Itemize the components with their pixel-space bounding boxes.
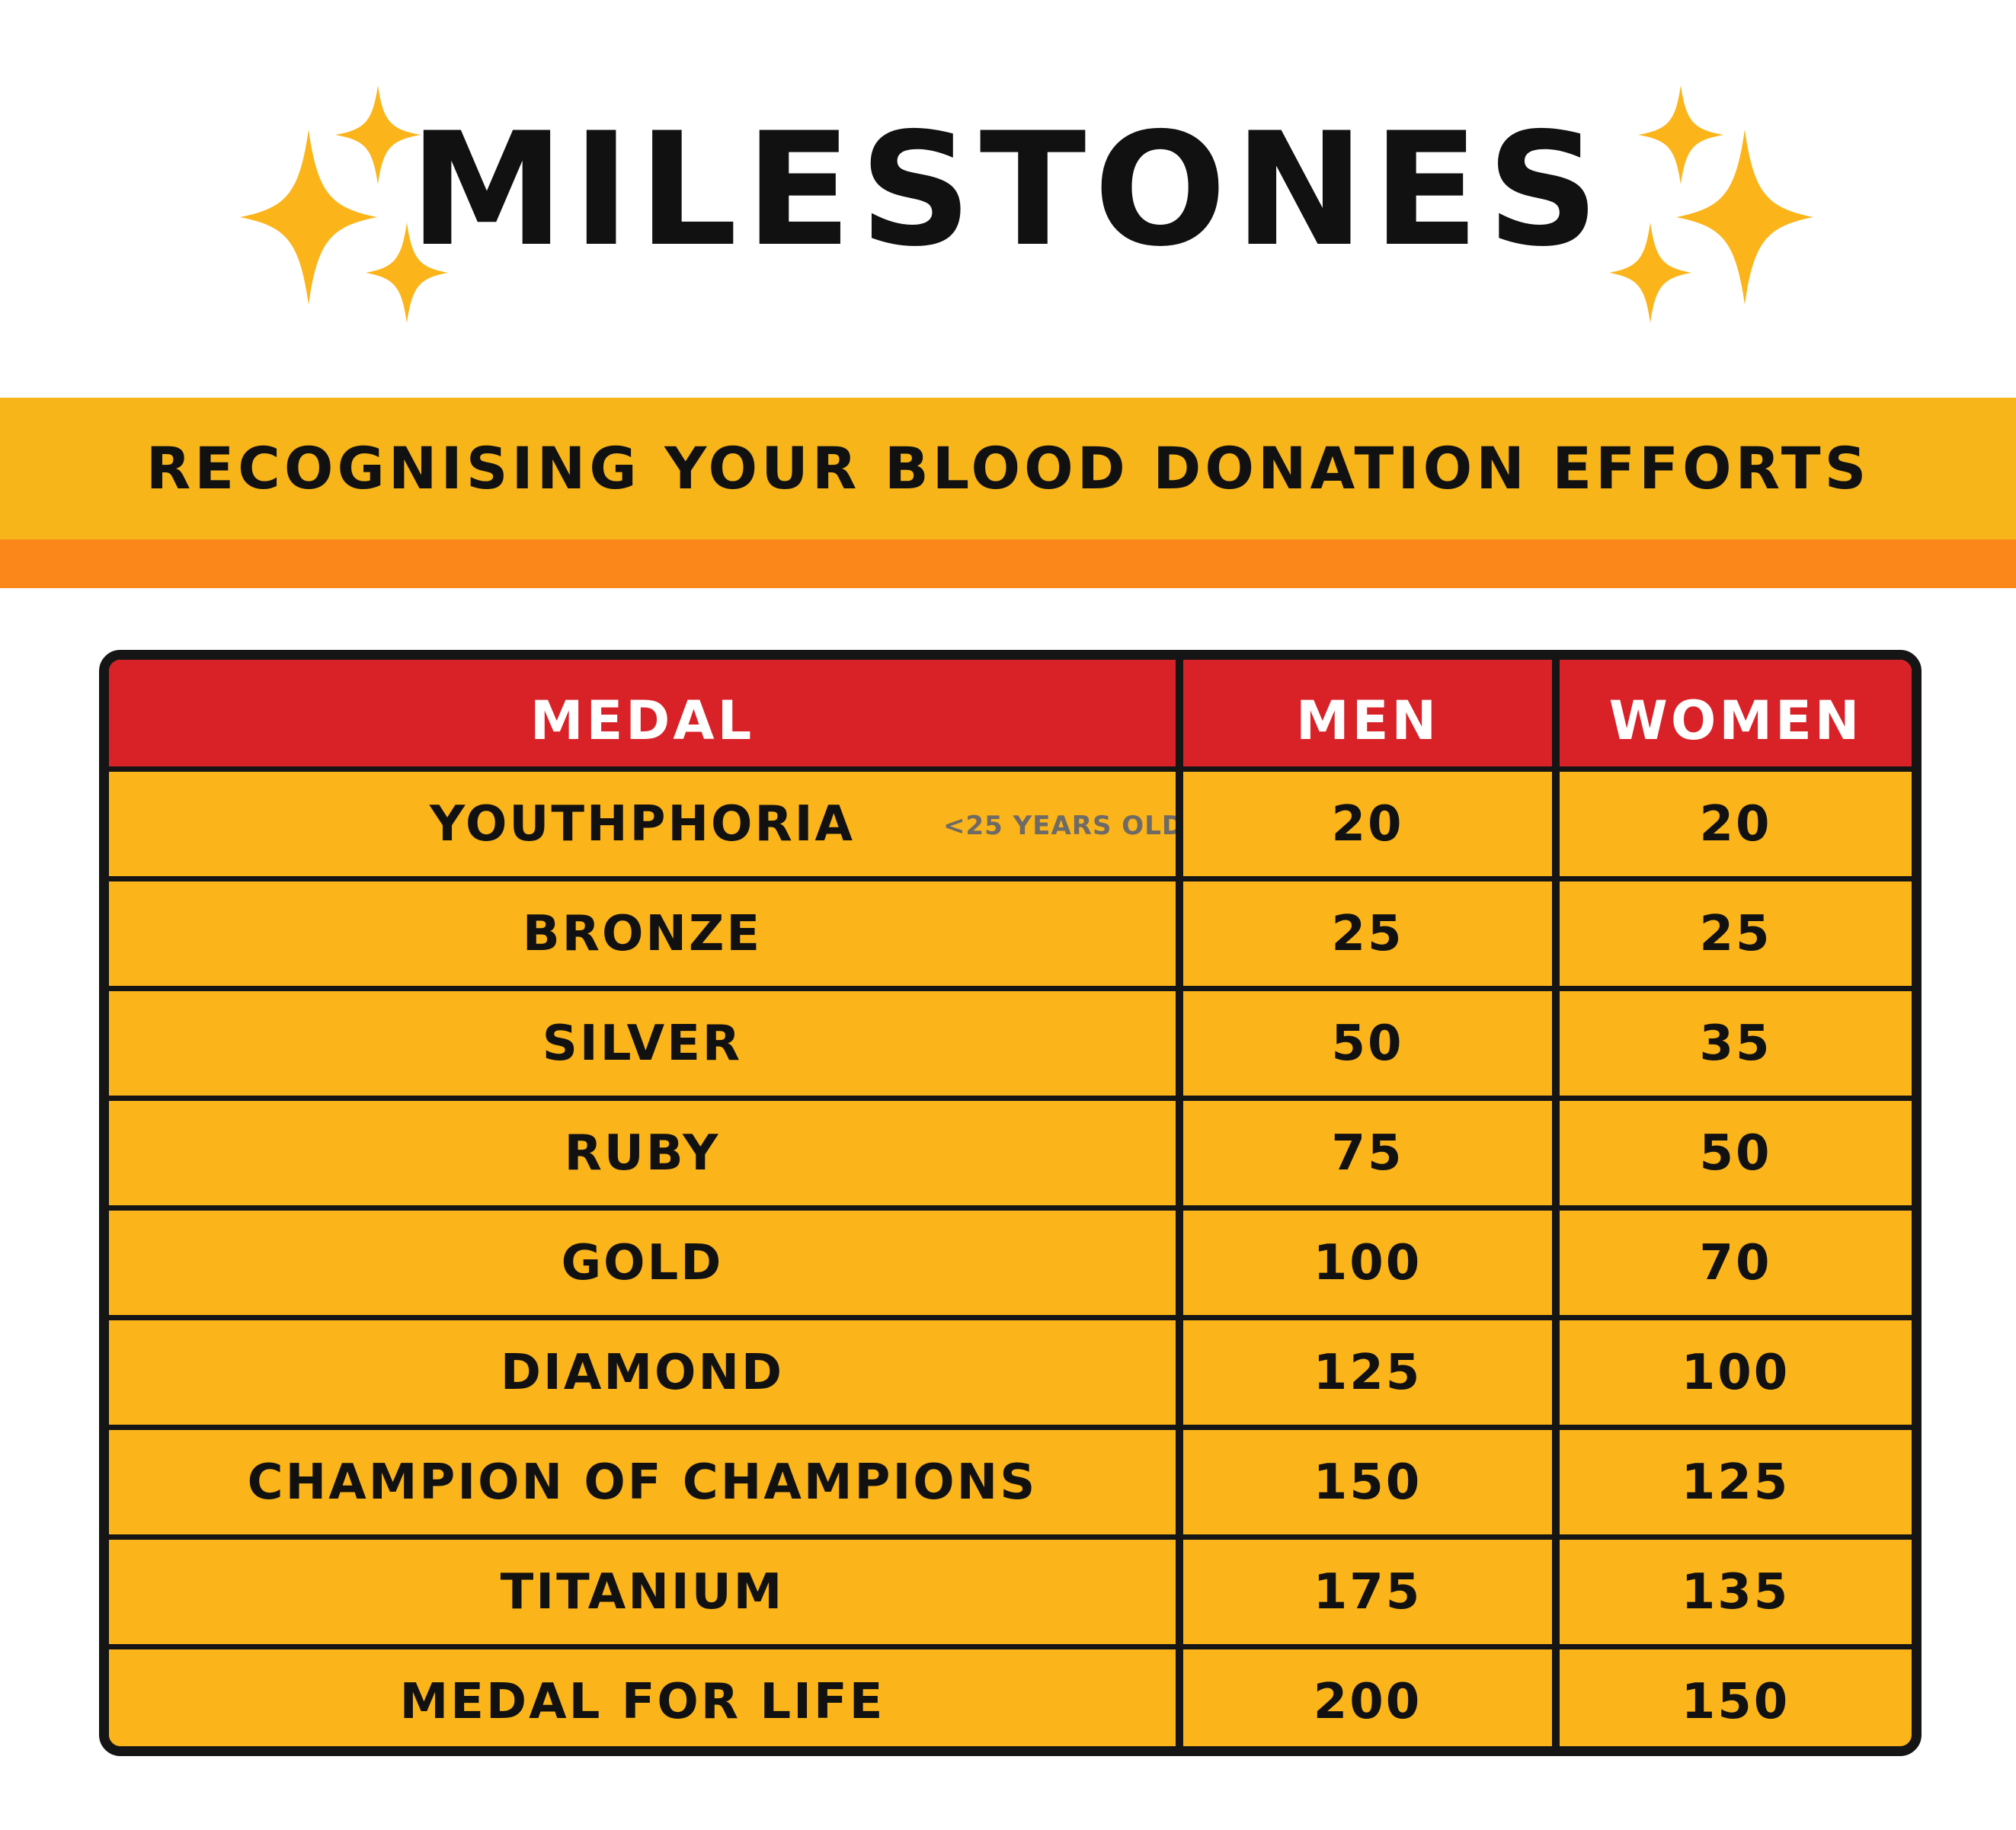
sparkle-icon	[1676, 130, 1813, 305]
page-title: MILESTONES	[409, 100, 1607, 281]
column-header-men: MEN	[1295, 689, 1440, 752]
subtitle-banner: RECOGNISING YOUR BLOOD DONATION EFFORTS	[0, 398, 2016, 539]
row-divider	[109, 1425, 1912, 1430]
medal-cell: DIAMOND	[500, 1345, 785, 1401]
medal-cell: RUBY	[564, 1125, 721, 1182]
men-cell: 25	[1331, 906, 1404, 962]
medal-cell: CHAMPION OF CHAMPIONS	[247, 1454, 1038, 1511]
sparkle-icon	[1638, 85, 1723, 184]
medal-cell: SILVER	[542, 1016, 743, 1072]
women-cell: 100	[1681, 1345, 1790, 1401]
sparkle-icon	[335, 85, 421, 184]
row-divider	[109, 1315, 1912, 1320]
column-header-medal: MEDAL	[530, 689, 755, 752]
sparkle-icon	[240, 130, 377, 305]
milestones-table: MEDAL MEN WOMEN YOUTHPHORIA 20 20 <25 YEARS…	[99, 650, 1922, 1756]
accent-stripe	[0, 539, 2016, 588]
row-divider	[109, 1534, 1912, 1540]
men-cell: 100	[1313, 1235, 1422, 1291]
row-divider	[109, 1644, 1912, 1649]
men-cell: 175	[1313, 1564, 1422, 1620]
row-divider	[109, 1096, 1912, 1101]
medal-cell: TITANIUM	[500, 1564, 785, 1620]
row-divider	[109, 766, 1912, 772]
table-header	[109, 660, 1912, 769]
subtitle: RECOGNISING YOUR BLOOD DONATION EFFORTS	[146, 434, 1870, 502]
women-cell: 70	[1699, 1235, 1772, 1291]
column-header-women: WOMEN	[1608, 689, 1863, 752]
column-divider	[1176, 660, 1183, 1746]
age-note: <25 YEARS OLD	[943, 811, 1185, 841]
women-cell: 35	[1699, 1016, 1772, 1072]
women-cell: 50	[1699, 1125, 1772, 1182]
women-cell: 20	[1699, 796, 1772, 853]
medal-cell: MEDAL FOR LIFE	[399, 1674, 885, 1730]
women-cell: 150	[1681, 1674, 1790, 1730]
medal-cell: BRONZE	[522, 906, 763, 962]
sparkle-icon	[1609, 222, 1691, 323]
men-cell: 200	[1313, 1674, 1422, 1730]
women-cell: 125	[1681, 1454, 1790, 1511]
men-cell: 50	[1331, 1016, 1404, 1072]
sparkle-icon	[366, 222, 448, 323]
medal-cell: YOUTHPHORIA	[429, 796, 856, 853]
men-cell: 20	[1331, 796, 1404, 853]
women-cell: 135	[1681, 1564, 1790, 1620]
men-cell: 150	[1313, 1454, 1422, 1511]
row-divider	[109, 876, 1912, 881]
row-divider	[109, 986, 1912, 991]
men-cell: 125	[1313, 1345, 1422, 1401]
women-cell: 25	[1699, 906, 1772, 962]
column-divider	[1552, 660, 1560, 1746]
men-cell: 75	[1331, 1125, 1404, 1182]
row-divider	[109, 1205, 1912, 1211]
medal-cell: GOLD	[561, 1235, 724, 1291]
